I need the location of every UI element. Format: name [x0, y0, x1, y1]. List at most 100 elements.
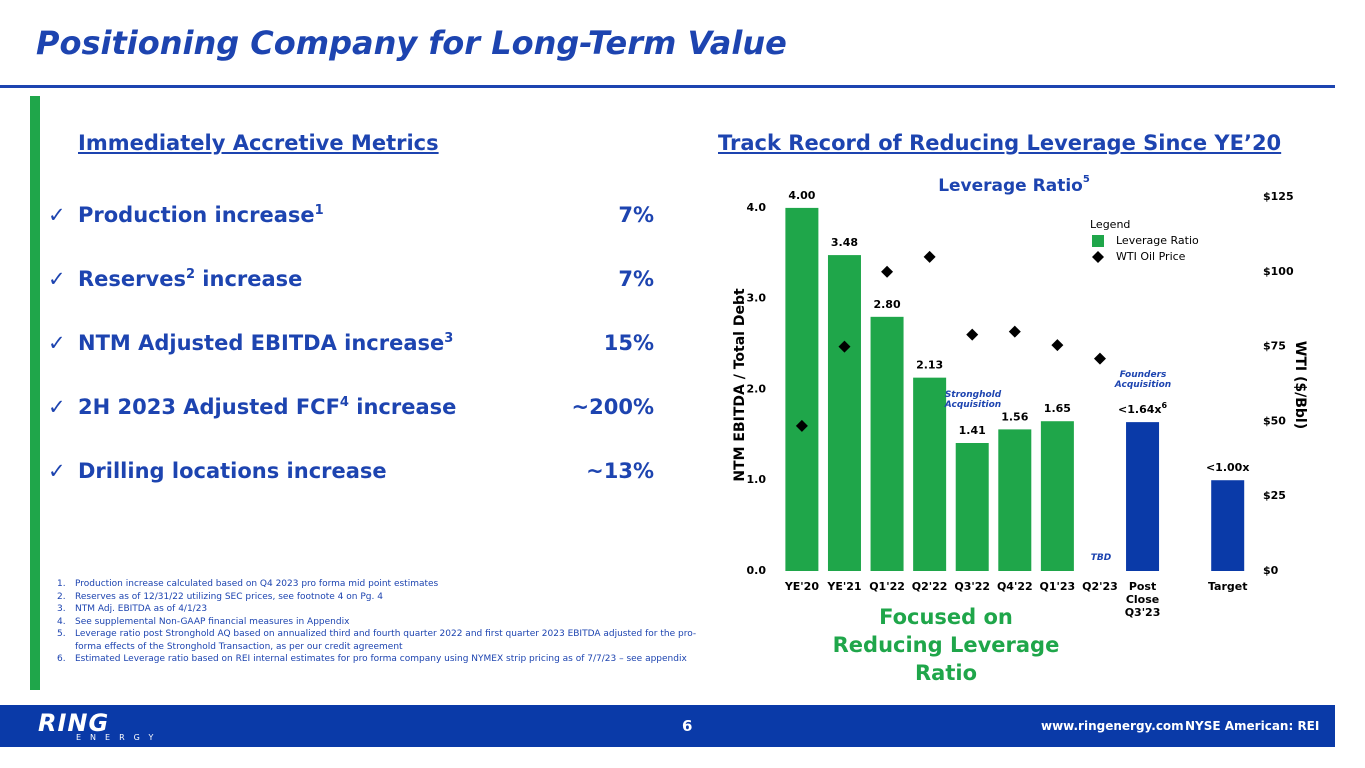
legend-label: Leverage Ratio: [1116, 234, 1199, 247]
metric-value: 7%: [618, 203, 654, 227]
footnote: 5. Leverage ratio post Stronghold AQ base…: [57, 628, 717, 653]
metric-sup: 3: [444, 331, 454, 346]
footnote: 2. Reserves as of 12/31/22 utilizing SEC …: [57, 591, 717, 604]
bar: [785, 207, 819, 572]
legend-swatch: [1092, 235, 1104, 247]
y2-tick-label: $50: [1263, 414, 1286, 427]
title-rule: [0, 85, 1335, 88]
footnote-num: 6.: [57, 654, 66, 664]
wti-point: [795, 419, 808, 432]
footnote-text: Reserves as of 12/31/22 utilizing SEC pr…: [75, 591, 383, 602]
annotation: Stronghold Acquisition: [944, 390, 1002, 410]
data-label-text: <1.64x: [1118, 403, 1161, 416]
data-label-text: 1.41: [959, 424, 986, 437]
data-label: 4.00: [788, 189, 815, 202]
metric-sup: 4: [339, 395, 349, 410]
x-tick-label: Q1'22: [869, 580, 905, 593]
data-label-sup: 6: [1161, 401, 1167, 410]
footnote-text: NTM Adj. EBITDA as of 4/1/23: [75, 604, 208, 614]
metric-text: NTM Adjusted EBITDA increase: [78, 331, 445, 355]
website: www.ringenergy.com: [1041, 719, 1184, 733]
footnote: 4. See supplemental Non-GAAP financial me…: [57, 616, 717, 629]
metric: ✓ Drilling locations increase ~13%: [48, 459, 654, 483]
data-label-text: 1.65: [1044, 402, 1071, 415]
check: ✓: [48, 267, 66, 291]
wti-point: [923, 250, 936, 263]
metric: ✓ 2H 2023 Adjusted FCF4 increase ~200%: [48, 395, 654, 419]
chart-heading: Track Record of Reducing Leverage Since …: [718, 131, 1282, 155]
footnote-text: See supplemental Non-GAAP financial meas…: [75, 616, 350, 627]
footer: RING ENERGY 6 www.ringenergy.com NYSE Am…: [0, 705, 1335, 747]
x-tick-label: Q2'23: [1082, 580, 1118, 593]
y2-tick-label: $25: [1263, 489, 1286, 502]
x-tick-label: YE'21: [827, 580, 862, 593]
footnote-num: 4.: [57, 616, 66, 627]
x-tick-label: Q1'23: [1039, 580, 1076, 593]
x-tick-label: Q4'22: [996, 580, 1033, 593]
y2-tick-label: $0: [1263, 564, 1279, 577]
y2-tick-label: $125: [1263, 190, 1294, 203]
data-label: 1.65: [1044, 402, 1071, 415]
footnote-text: Estimated Leverage ratio based on REI in…: [75, 654, 687, 664]
y-tick-label: 4.0: [747, 201, 767, 214]
data-label-text: 1.56: [1001, 410, 1028, 423]
bar: [827, 255, 861, 571]
metric-text: 2H 2023 Adjusted FCF: [78, 395, 340, 419]
page-number: 6: [682, 717, 693, 735]
data-label: 2.80: [873, 298, 900, 311]
y2-tick-label: $100: [1263, 265, 1294, 278]
footnote: 3. NTM Adj. EBITDA as of 4/1/23: [57, 603, 717, 616]
metric-text: Production increase: [78, 203, 315, 227]
data-label: <1.64x6: [1118, 401, 1167, 417]
bar: [870, 316, 904, 571]
bar: [1211, 480, 1245, 571]
legend-title: Legend: [1090, 218, 1130, 231]
annotation: Founders Acquisition: [1114, 370, 1172, 390]
wti-point: [881, 265, 894, 278]
metric-value: 15%: [603, 331, 654, 355]
bar: [913, 377, 947, 571]
chart-title-sup: 5: [1083, 174, 1090, 185]
data-label: <1.00x: [1206, 461, 1249, 474]
data-label: 3.48: [831, 236, 858, 249]
footnote-num: 2.: [57, 591, 66, 602]
legend-swatch: [1092, 251, 1104, 263]
wti-point: [838, 340, 851, 353]
metric: ✓ Reserves2 increase 7%: [48, 267, 654, 291]
data-label: 1.56: [1001, 410, 1028, 423]
ticker: NYSE American: REI: [1185, 719, 1320, 733]
check: ✓: [48, 331, 66, 355]
bar: [1040, 421, 1074, 571]
metric-value: 7%: [618, 267, 654, 291]
footnote: 6. Estimated Leverage ratio based on REI …: [57, 653, 717, 666]
footnote-num: 1.: [57, 579, 66, 589]
metric-text: Drilling locations increase: [78, 459, 387, 483]
chart-caption: Focused on Reducing Leverage Ratio: [832, 605, 1060, 685]
x-tick-label: Target: [1207, 580, 1248, 593]
data-label-text: 4.00: [788, 189, 815, 202]
x-tick-label: Q3'22: [954, 580, 991, 593]
footnotes: 1. Production increase calculated based o…: [57, 578, 717, 666]
y-tick-label: 2.0: [747, 382, 767, 395]
y-tick-label: 3.0: [747, 292, 767, 305]
metric-value: ~200%: [571, 395, 654, 419]
data-label-text: <1.00x: [1206, 461, 1249, 474]
x-tick-label: Q2'22: [911, 580, 948, 593]
data-label-text: 2.80: [873, 298, 900, 311]
side-bar: [30, 96, 40, 690]
annotation: TBD: [1090, 553, 1112, 563]
chart-title-text: Leverage Ratio: [938, 176, 1083, 196]
data-label: 2.13: [916, 359, 943, 372]
data-label-text: 3.48: [831, 236, 858, 249]
logo-sub: ENERGY: [76, 733, 163, 742]
metric-sup: 2: [185, 267, 195, 282]
logo-word: RING: [38, 709, 110, 737]
legend-label: WTI Oil Price: [1116, 250, 1186, 263]
x-tick-label: YE'20: [784, 580, 819, 593]
footnote-text: Leverage ratio post Stronghold AQ based …: [75, 629, 697, 652]
metric-text: increase: [195, 267, 303, 291]
metric: ✓ NTM Adjusted EBITDA increase3 15%: [48, 331, 654, 355]
data-label: 1.41: [959, 424, 986, 437]
metric-value: ~13%: [586, 459, 654, 483]
